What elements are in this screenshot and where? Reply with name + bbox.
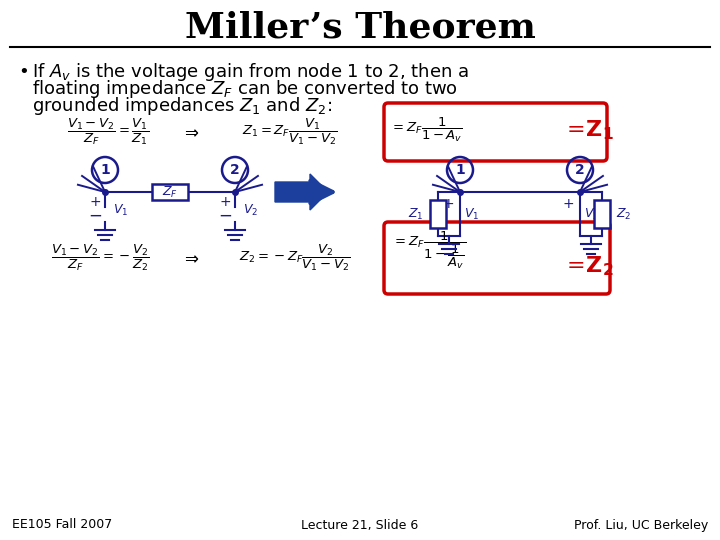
Text: $\dfrac{V_1-V_2}{Z_F}=-\dfrac{V_2}{Z_2}$: $\dfrac{V_1-V_2}{Z_F}=-\dfrac{V_2}{Z_2}$ [51,243,149,273]
Text: $Z_2=-Z_F\dfrac{V_2}{V_1-V_2}$: $Z_2=-Z_F\dfrac{V_2}{V_1-V_2}$ [239,243,351,273]
Text: $\dfrac{V_1-V_2}{Z_F}=\dfrac{V_1}{Z_1}$: $\dfrac{V_1-V_2}{Z_F}=\dfrac{V_1}{Z_1}$ [67,117,149,147]
FancyBboxPatch shape [384,222,610,294]
Text: +: + [562,197,574,211]
Text: floating impedance $Z_F$ can be converted to two: floating impedance $Z_F$ can be converte… [32,78,458,100]
Text: $=Z_F\dfrac{1}{1-\dfrac{1}{A_v}}$: $=Z_F\dfrac{1}{1-\dfrac{1}{A_v}}$ [392,230,467,271]
Text: +: + [89,195,101,209]
Text: $Z_2$: $Z_2$ [616,206,631,221]
Text: +: + [442,197,454,211]
Text: If $A_v$ is the voltage gain from node 1 to 2, then a: If $A_v$ is the voltage gain from node 1… [32,61,469,83]
Text: $Z_1$: $Z_1$ [408,206,424,221]
Text: $\Rightarrow$: $\Rightarrow$ [181,249,199,267]
Text: 2: 2 [575,163,585,177]
Text: −: − [561,216,575,234]
Text: Miller’s Theorem: Miller’s Theorem [184,11,536,45]
Text: Prof. Liu, UC Berkeley: Prof. Liu, UC Berkeley [574,518,708,531]
Bar [152,184,188,200]
Text: $=Z_F\dfrac{1}{1-A_v}$: $=Z_F\dfrac{1}{1-A_v}$ [390,116,463,144]
Text: $\Rightarrow$: $\Rightarrow$ [181,123,199,141]
Text: 1: 1 [100,163,110,177]
Text: $Z_1=Z_F\dfrac{V_1}{V_1-V_2}$: $Z_1=Z_F\dfrac{V_1}{V_1-V_2}$ [242,117,338,147]
Text: −: − [88,207,102,225]
Text: $V_1$: $V_1$ [113,202,128,218]
Text: 1: 1 [455,163,465,177]
Bar [594,200,610,228]
Text: Lecture 21, Slide 6: Lecture 21, Slide 6 [302,518,418,531]
Text: $V_2$: $V_2$ [584,206,599,221]
Text: $=\!\mathbf{Z_2}$: $=\!\mathbf{Z_2}$ [562,254,613,278]
Text: $=\!\mathbf{Z_1}$: $=\!\mathbf{Z_1}$ [562,118,613,142]
FancyBboxPatch shape [384,103,607,161]
Text: EE105 Fall 2007: EE105 Fall 2007 [12,518,112,531]
FancyArrow shape [275,174,328,210]
Text: +: + [219,195,231,209]
Bar [430,200,446,228]
Text: •: • [18,63,29,81]
Text: $V_1$: $V_1$ [464,206,480,221]
Text: $Z_F$: $Z_F$ [162,185,178,200]
Text: 2: 2 [230,163,240,177]
Text: grounded impedances $Z_1$ and $Z_2$:: grounded impedances $Z_1$ and $Z_2$: [32,95,332,117]
Text: $V_2$: $V_2$ [243,202,258,218]
Text: −: − [441,216,455,234]
Text: −: − [218,207,232,225]
